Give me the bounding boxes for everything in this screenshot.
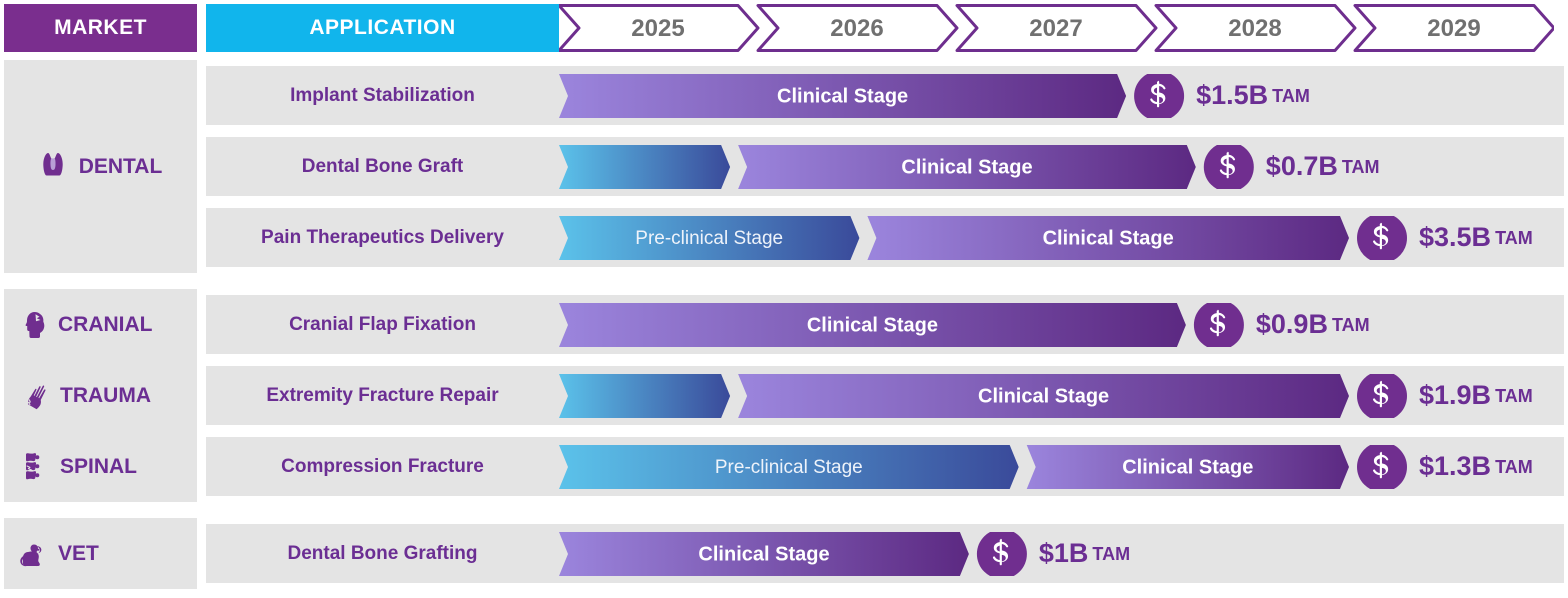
svg-text:2029: 2029 — [1427, 15, 1480, 42]
svg-text:Clinical Stage: Clinical Stage — [698, 543, 829, 565]
svg-text:2025: 2025 — [631, 15, 684, 42]
svg-text:2028: 2028 — [1228, 15, 1281, 42]
svg-text:Pre-clinical Stage: Pre-clinical Stage — [715, 457, 863, 478]
svg-text:2027: 2027 — [1029, 15, 1082, 42]
svg-text:Clinical Stage: Clinical Stage — [807, 314, 938, 336]
svg-text:Clinical Stage: Clinical Stage — [777, 85, 908, 107]
svg-text:Clinical Stage: Clinical Stage — [901, 156, 1032, 178]
svg-text:Clinical Stage: Clinical Stage — [1043, 227, 1174, 249]
svg-text:Clinical Stage: Clinical Stage — [978, 385, 1109, 407]
svg-text:Pre-clinical Stage: Pre-clinical Stage — [635, 228, 783, 249]
svg-text:Clinical Stage: Clinical Stage — [1122, 456, 1253, 478]
svg-text:2026: 2026 — [830, 15, 883, 42]
